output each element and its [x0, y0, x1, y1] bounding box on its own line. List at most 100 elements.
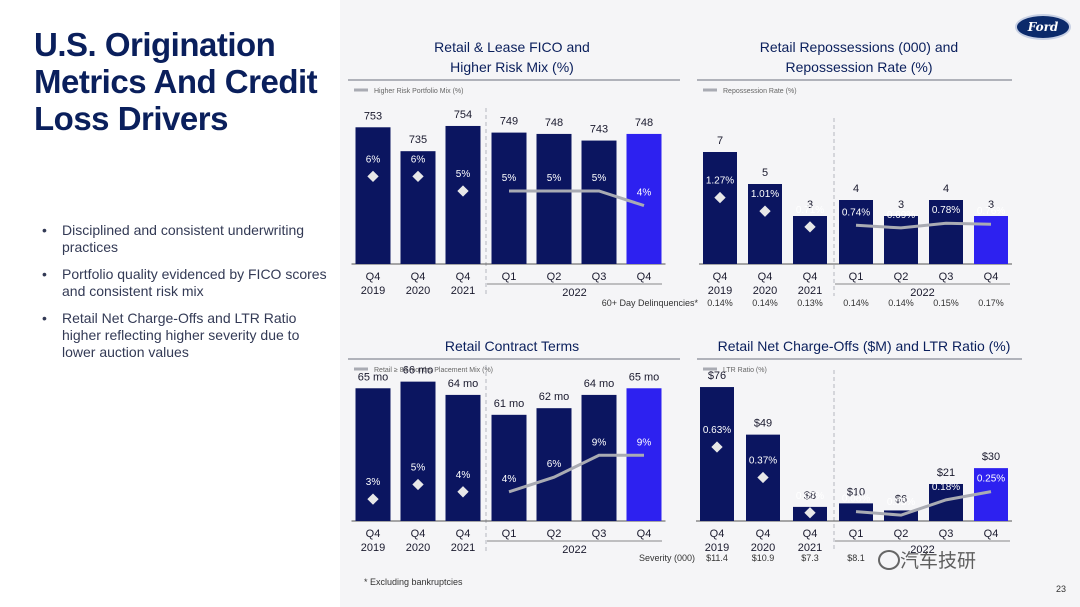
bar-value-label: 3 [807, 199, 813, 211]
x-tick-label: Q3 [592, 271, 607, 283]
slide-title: U.S. Origination Metrics And Credit Loss… [34, 26, 318, 137]
mix-trend-line [508, 453, 644, 494]
bar [491, 414, 527, 521]
footer-row-value: $11.4 [706, 553, 728, 563]
mix-value-label: 9% [592, 437, 607, 448]
bar [700, 387, 734, 521]
mix-value-label: 6% [547, 459, 562, 470]
bar-value-label: $30 [982, 451, 1000, 463]
year-group-label: 2022 [910, 544, 934, 556]
mix-trend-line [509, 189, 645, 208]
mix-marker [804, 507, 816, 519]
bar-value-label: 749 [500, 116, 518, 128]
bar-value-label: 5 [762, 167, 768, 179]
bar-value-label: 65 mo [629, 371, 660, 383]
mix-marker [367, 493, 379, 505]
bar [581, 394, 617, 521]
bar [445, 394, 481, 521]
footer-row-label: Severity (000) [639, 553, 695, 563]
footer-row-value: 0.14% [752, 298, 778, 308]
mix-value-label: 5% [456, 169, 471, 180]
year-group-label: 2022 [562, 287, 586, 299]
mix-value-label: 9% [637, 437, 652, 448]
mix-value-label: 6% [366, 154, 381, 165]
bar-value-label: $8 [804, 490, 816, 502]
footer-row-value: $10.9 [752, 553, 775, 563]
legend-label: Repossession Rate (%) [723, 88, 797, 95]
mix-marker [711, 441, 723, 453]
bar-value-label: 748 [545, 117, 563, 129]
x-tick-label: Q4 [411, 271, 426, 283]
bar-value-label: 62 mo [539, 391, 570, 403]
bar-value-label: 65 mo [358, 371, 389, 383]
x-year-label: 2020 [406, 542, 430, 554]
bar-value-label: 7 [717, 135, 723, 147]
footer-row-label: 60+ Day Delinquencies* [602, 298, 699, 308]
mix-value-label: 0.08% [842, 494, 870, 505]
mix-marker [367, 170, 379, 183]
mix-value-label: 5% [592, 173, 607, 184]
footnote: * Excluding bankruptcies [364, 577, 463, 587]
mix-value-label: 1.27% [706, 176, 734, 187]
x-tick-label: Q4 [366, 271, 381, 283]
footer-row-value: 0.13% [797, 298, 823, 308]
mix-value-label: 0.37% [749, 456, 777, 467]
bar-value-label: 754 [454, 109, 472, 121]
bar-value-label: $21 [937, 467, 955, 479]
footer-row-value: 0.14% [888, 298, 914, 308]
ford-logo: Ford [1015, 14, 1071, 40]
bar [929, 200, 963, 264]
x-tick-label: Q4 [710, 528, 725, 540]
chart-title: Retail & Lease FICO and [434, 39, 590, 55]
x-tick-label: Q1 [502, 271, 517, 283]
bar [400, 381, 436, 521]
bar-value-label: $49 [754, 418, 772, 430]
mix-value-label: 4% [456, 470, 471, 481]
bullet-item: Portfolio quality evidenced by FICO scor… [40, 266, 330, 300]
bar-value-label: 64 mo [584, 378, 615, 390]
x-tick-label: Q4 [637, 528, 652, 540]
mix-value-label: 5% [411, 463, 426, 474]
mix-value-label: 4% [637, 188, 652, 199]
bar [626, 133, 662, 264]
x-tick-label: Q4 [758, 271, 773, 283]
bar-value-label: 3 [988, 199, 994, 211]
bar [748, 184, 782, 264]
x-year-label: 2021 [798, 542, 822, 554]
watermark: 汽车技研 [900, 551, 977, 572]
x-year-label: 2021 [451, 285, 475, 297]
mix-value-label: 0.25% [977, 474, 1005, 485]
footer-row-value: $7.3 [801, 553, 819, 563]
x-tick-label: Q2 [894, 271, 909, 283]
footer-row-value: 0.14% [707, 298, 733, 308]
mix-marker [714, 191, 726, 204]
x-year-label: 2019 [705, 542, 729, 554]
mix-marker [457, 486, 469, 498]
bar [703, 152, 737, 264]
x-tick-label: Q4 [366, 528, 381, 540]
bar-value-label: 753 [364, 110, 382, 122]
x-tick-label: Q4 [456, 271, 471, 283]
mix-value-label: 0.07% [796, 491, 824, 502]
page-number: 23 [1056, 584, 1067, 594]
x-year-label: 2020 [753, 285, 777, 297]
bar-value-label: 735 [409, 134, 427, 146]
bar [581, 140, 617, 264]
bar-value-label: $6 [895, 493, 907, 505]
x-tick-label: Q2 [547, 271, 562, 283]
bar [355, 127, 391, 264]
mix-value-label: 0.18% [932, 482, 960, 493]
x-year-label: 2019 [361, 285, 385, 297]
mix-value-label: 5% [547, 173, 562, 184]
x-year-label: 2020 [751, 542, 775, 554]
bar-value-label: 4 [943, 183, 949, 195]
x-tick-label: Q3 [592, 528, 607, 540]
x-year-label: 2020 [406, 285, 430, 297]
mix-marker [757, 471, 769, 484]
x-tick-label: Q3 [939, 271, 954, 283]
bar-value-label: 748 [635, 117, 653, 129]
mix-value-label: 4% [502, 474, 517, 485]
footer-row-value: 0.17% [978, 298, 1004, 308]
x-tick-label: Q1 [502, 528, 517, 540]
chart-title: Retail Net Charge-Offs ($M) and LTR Rati… [718, 338, 1011, 354]
